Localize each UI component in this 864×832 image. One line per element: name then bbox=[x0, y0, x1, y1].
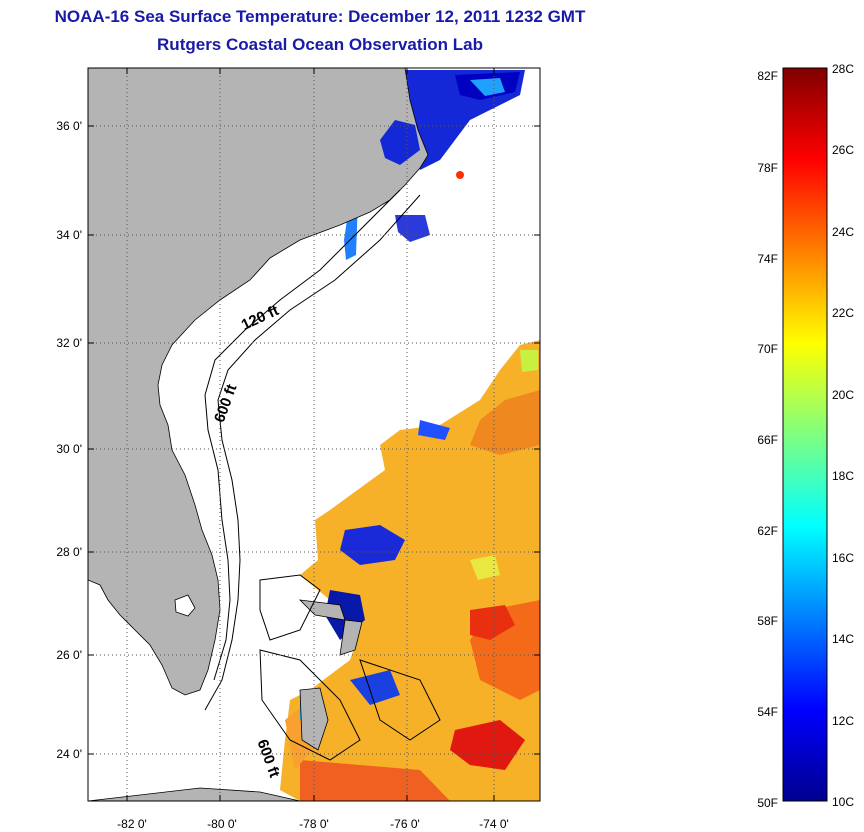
lat-label: 24 0' bbox=[56, 747, 82, 761]
fahrenheit-label: 70F bbox=[757, 342, 778, 356]
colorbar-fahrenheit-labels: 82F 78F 74F 70F 66F 62F 58F 54F 50F bbox=[757, 69, 778, 810]
celsius-label: 12C bbox=[832, 714, 854, 728]
lon-label: -74 0' bbox=[479, 817, 509, 831]
lon-label: -82 0' bbox=[117, 817, 147, 831]
celsius-label: 28C bbox=[832, 62, 854, 76]
celsius-label: 18C bbox=[832, 469, 854, 483]
fahrenheit-label: 66F bbox=[757, 433, 778, 447]
latitude-labels: 36 0' 34 0' 32 0' 30 0' 28 0' 26 0' 24 0… bbox=[56, 119, 82, 761]
cuba-coast bbox=[88, 787, 301, 801]
graticule bbox=[88, 68, 540, 801]
fahrenheit-label: 50F bbox=[757, 796, 778, 810]
bathymetry-contours bbox=[204, 189, 441, 761]
pamlico-sound bbox=[380, 120, 420, 165]
lat-label: 28 0' bbox=[56, 545, 82, 559]
lon-label: -80 0' bbox=[207, 817, 237, 831]
celsius-label: 10C bbox=[832, 795, 854, 809]
lat-label: 26 0' bbox=[56, 648, 82, 662]
bahamas-andros bbox=[299, 687, 329, 751]
fahrenheit-label: 54F bbox=[757, 705, 778, 719]
map-ticks bbox=[88, 68, 540, 801]
fahrenheit-label: 82F bbox=[757, 69, 778, 83]
celsius-label: 22C bbox=[832, 306, 854, 320]
lat-label: 36 0' bbox=[56, 119, 82, 133]
celsius-label: 16C bbox=[832, 551, 854, 565]
colorbar-celsius-labels: 28C 26C 24C 22C 20C 18C 16C 14C 12C 10C bbox=[832, 62, 854, 809]
fahrenheit-label: 78F bbox=[757, 161, 778, 175]
bahamas-eleuthera bbox=[339, 619, 363, 656]
celsius-label: 14C bbox=[832, 632, 854, 646]
lake-okeechobee bbox=[174, 594, 196, 617]
map-subtitle: Rutgers Coastal Ocean Observation Lab bbox=[157, 35, 483, 54]
lat-label: 34 0' bbox=[56, 228, 82, 242]
lon-label: -78 0' bbox=[299, 817, 329, 831]
fahrenheit-label: 74F bbox=[757, 252, 778, 266]
sst-data-layer bbox=[280, 70, 540, 801]
colorbar bbox=[782, 67, 828, 802]
lat-label: 30 0' bbox=[56, 442, 82, 456]
fahrenheit-label: 62F bbox=[757, 524, 778, 538]
longitude-labels: -82 0' -80 0' -78 0' -76 0' -74 0' bbox=[117, 817, 509, 831]
celsius-label: 26C bbox=[832, 143, 854, 157]
map-title: NOAA-16 Sea Surface Temperature: Decembe… bbox=[54, 7, 586, 26]
lon-label: -76 0' bbox=[390, 817, 420, 831]
fahrenheit-label: 58F bbox=[757, 614, 778, 628]
celsius-label: 20C bbox=[832, 388, 854, 402]
lat-label: 32 0' bbox=[56, 336, 82, 350]
celsius-label: 24C bbox=[832, 225, 854, 239]
